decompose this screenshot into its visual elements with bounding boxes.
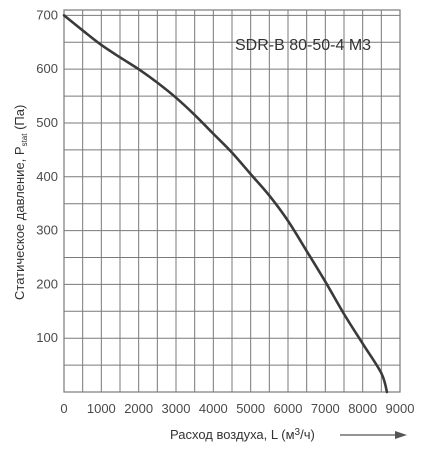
tick-labels: 0 1000 2000 3000 4000 5000 6000 7000 8000 9000 100… — [36, 7, 414, 416]
x-axis-label-sup: 3 — [295, 427, 301, 438]
x-axis-label: Расход воздуха, L (м3/ч) — [170, 427, 407, 442]
chart-title: SDR-B 80-50-4 M3 — [235, 37, 371, 54]
x-tick-label: 2000 — [124, 401, 153, 416]
x-tick-label: 7000 — [311, 401, 340, 416]
y-axis-label-tail: (Па) — [12, 105, 27, 134]
x-tick-label: 6000 — [274, 401, 303, 416]
y-tick-label: 400 — [36, 169, 58, 184]
x-tick-label: 0 — [60, 401, 67, 416]
x-tick-label: 1000 — [87, 401, 116, 416]
svg-text:Статическое давление, Pstat (П: Статическое давление, Pstat (Па) — [12, 105, 29, 300]
y-tick-label: 600 — [36, 61, 58, 76]
y-axis-label: Статическое давление, Pstat (Па) — [12, 105, 29, 300]
grid-layer — [63, 9, 401, 393]
y-tick-label: 700 — [36, 7, 58, 22]
x-axis-arrowhead — [395, 431, 407, 439]
y-tick-label: 100 — [36, 330, 58, 345]
x-axis-label-main: Расход воздуха, L (м — [170, 427, 295, 442]
x-tick-label: 4000 — [199, 401, 228, 416]
y-tick-label: 300 — [36, 223, 58, 238]
svg-text:Расход воздуха, L (м3/ч): Расход воздуха, L (м3/ч) — [170, 427, 315, 442]
x-tick-label: 3000 — [162, 401, 191, 416]
y-axis-label-main: Статическое давление, P — [12, 146, 27, 300]
x-tick-label: 9000 — [386, 401, 415, 416]
y-tick-label: 500 — [36, 115, 58, 130]
pressure-curve — [62, 14, 389, 394]
plot-frame — [63, 9, 401, 393]
y-axis-label-sub: stat — [20, 133, 29, 147]
curve-layer — [62, 14, 389, 394]
y-tick-label: 200 — [36, 276, 58, 291]
x-tick-label: 5000 — [236, 401, 265, 416]
x-tick-label: 8000 — [348, 401, 377, 416]
x-axis-label-tail: /ч) — [300, 427, 315, 442]
